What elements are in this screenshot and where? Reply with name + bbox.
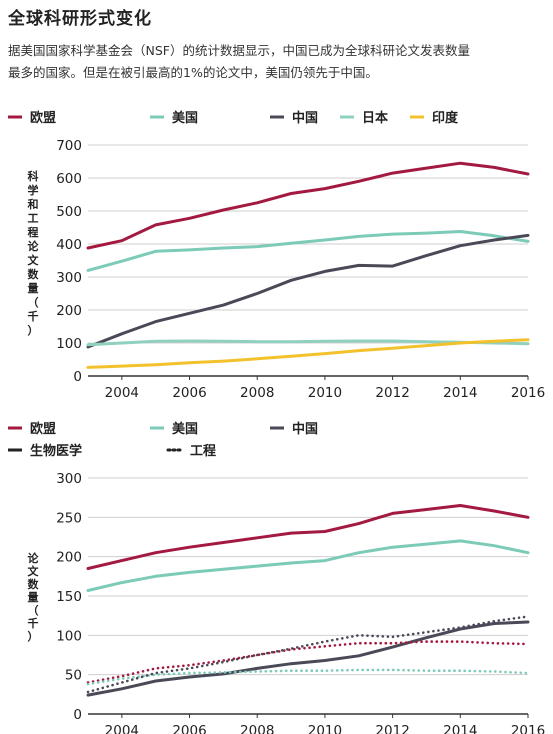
legend2-label-eng: 工程	[190, 444, 216, 459]
chart-1-series	[86, 161, 530, 369]
y-axis-label-char: 文	[28, 564, 40, 578]
y-axis-label-char: 数	[28, 577, 40, 591]
series-line-cn-engineering	[86, 615, 530, 694]
x-tick-label: 2012	[375, 723, 409, 734]
y-axis-label-char: 程	[28, 225, 39, 239]
y-axis-label-char: 量	[28, 591, 39, 604]
y-tick-label: 250	[56, 510, 82, 526]
y-axis-label-char: 论	[28, 239, 40, 253]
y-tick-label: 0	[73, 369, 82, 385]
x-tick-label: 2010	[308, 385, 342, 401]
x-tick-label: 2016	[511, 723, 545, 734]
chart-2-fields: 欧盟 美国 中国 生物医学 工程 0 50 100 150 200 250 300 2004…	[8, 421, 545, 734]
x-tick-label: 2006	[172, 385, 206, 401]
y-tick-label: 100	[56, 628, 82, 644]
y-axis-label-char: 文	[28, 253, 40, 267]
legend-label-in: 印度	[432, 110, 459, 126]
y-tick-label: 200	[56, 550, 82, 566]
y-axis-label-char: （	[28, 604, 39, 617]
x-tick-label: 2014	[443, 385, 477, 401]
y-axis-label-char: 工	[28, 212, 39, 225]
chart-2-series	[86, 504, 530, 697]
legend-label-cn: 中国	[292, 110, 318, 126]
x-tick-label: 2014	[443, 723, 477, 734]
y-axis-label-char: 千	[28, 309, 39, 323]
y-axis-label-char: 和	[28, 197, 39, 211]
y-tick-label: 0	[73, 707, 82, 723]
page-title: 全球科研形式变化	[8, 9, 152, 29]
x-tick-label: 2008	[240, 723, 274, 734]
y-tick-label: 150	[56, 589, 82, 605]
x-tick-label: 2004	[105, 385, 139, 401]
y-tick-label: 200	[56, 303, 82, 319]
legend2-label-biomed: 生物医学	[30, 443, 82, 459]
x-tick-label: 2012	[375, 385, 409, 401]
intro-text: 据美国国家科学基金会（NSF）的统计数据显示，中国已成为全球科研论文发表数量 最…	[8, 40, 548, 84]
legend-label-jp: 日本	[362, 110, 388, 126]
y-tick-label: 300	[56, 471, 82, 487]
chart-2-y-ticks: 0 50 100 150 200 250 300	[56, 471, 82, 723]
chart-2-x-ticks: 2004 2006 2008 2010 2012 2014 2016	[105, 714, 545, 734]
chart-2-gridlines	[88, 477, 528, 715]
y-axis-label-char: 量	[28, 282, 39, 295]
series-line-in	[86, 338, 530, 369]
legend-label-eu: 欧盟	[30, 110, 56, 126]
x-tick-label: 2016	[511, 385, 545, 401]
chart-1-y-ticks: 0 100 200 300 400 500 600 700	[56, 138, 82, 385]
chart-1-x-ticks: 2004 2006 2008 2010 2012 2014 2016	[105, 376, 545, 401]
series-line-us-biomedicine	[86, 539, 530, 592]
chart-1-publications: 欧盟 美国 中国 日本 印度 0 100 200 300 400 500 600 700 20…	[8, 110, 545, 401]
y-tick-label: 500	[56, 204, 82, 220]
y-tick-label: 100	[56, 336, 82, 352]
chart-1-legend: 欧盟 美国 中国 日本 印度	[8, 110, 459, 126]
x-tick-label: 2004	[105, 723, 139, 734]
y-tick-label: 400	[56, 237, 82, 253]
y-tick-label: 300	[56, 270, 82, 286]
y-tick-label: 50	[65, 668, 82, 684]
y-tick-label: 600	[56, 171, 82, 187]
y-axis-label-char: 学	[28, 183, 39, 197]
series-line-cn-biomedicine	[86, 620, 530, 697]
series-line-us-engineering	[86, 668, 530, 686]
y-axis-label-char: ）	[28, 324, 39, 337]
legend2-label-us: 美国	[172, 421, 198, 437]
legend2-label-eu: 欧盟	[30, 421, 56, 437]
series-line-us	[86, 230, 530, 272]
y-axis-label-char: 科	[28, 169, 39, 183]
y-tick-label: 700	[56, 138, 82, 154]
series-line-eu	[86, 161, 530, 250]
intro-line-1: 据美国国家科学基金会（NSF）的统计数据显示，中国已成为全球科研论文发表数量	[8, 43, 470, 58]
x-tick-label: 2010	[308, 723, 342, 734]
y-axis-label-char: 千	[28, 616, 39, 630]
series-line-cn	[86, 233, 530, 349]
legend2-label-cn: 中国	[292, 421, 318, 437]
legend-label-us: 美国	[172, 110, 198, 126]
x-tick-label: 2006	[172, 723, 206, 734]
series-line-eu-biomedicine	[86, 504, 530, 570]
intro-line-2: 最多的国家。但是在被引最高的1%的论文中，美国仍领先于中国。	[8, 65, 378, 80]
x-tick-label: 2008	[240, 385, 274, 401]
y-axis-label-char: （	[28, 296, 39, 309]
chart-2-legend: 欧盟 美国 中国 生物医学 工程	[8, 421, 318, 459]
y-axis-label-char: ）	[28, 630, 39, 643]
y-axis-label-char: 论	[28, 551, 40, 565]
y-axis-label-char: 数	[28, 267, 40, 281]
